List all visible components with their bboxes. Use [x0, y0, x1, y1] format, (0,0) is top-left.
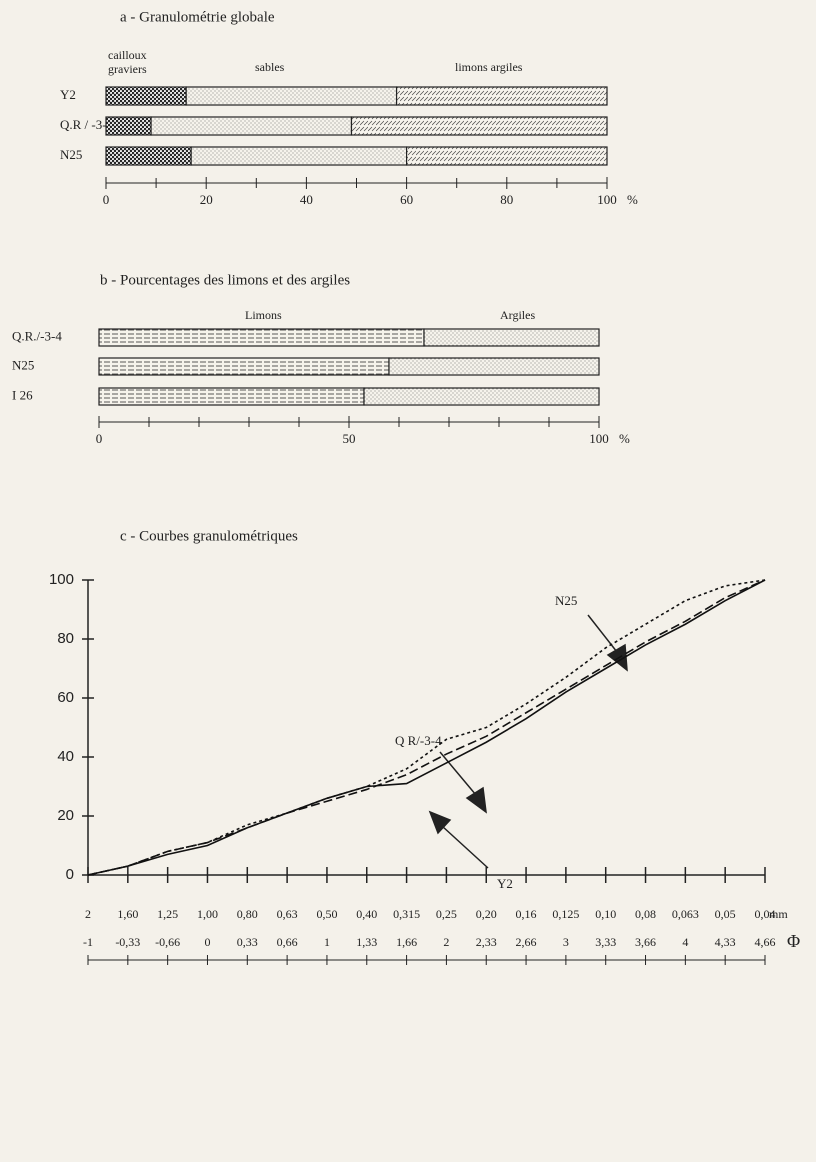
series-label: Q R/-3-4	[395, 733, 442, 748]
category-label: Q.R./-3-4	[12, 328, 62, 343]
x-unit: %	[627, 192, 638, 207]
y-tick-label: 100	[49, 571, 74, 588]
x-tick-label: 0,315	[393, 907, 420, 921]
y-tick-label: 0	[66, 866, 74, 883]
bar-segment	[423, 328, 600, 347]
x-tick-label: 0,50	[316, 907, 337, 921]
x-tick-label: 20	[200, 192, 213, 207]
x2-tick-label: 0,33	[237, 935, 258, 949]
legend-label: Limons	[245, 308, 282, 322]
x2-tick-label: 3	[563, 935, 569, 949]
bar-segment	[98, 357, 390, 376]
x-tick-label: 0	[96, 431, 103, 446]
y-tick-label: 40	[57, 748, 74, 765]
x2-tick-label: 3,33	[595, 935, 616, 949]
x2-tick-label: 1	[324, 935, 330, 949]
y-tick-label: 60	[57, 689, 74, 706]
bar-segment	[190, 146, 408, 166]
y-tick-label: 80	[57, 630, 74, 647]
bar-segment	[406, 146, 608, 166]
x-tick-label: 0,40	[356, 907, 377, 921]
x-tick-label: 0,10	[595, 907, 616, 921]
bar-segment	[350, 116, 608, 136]
x-tick-label: 0,125	[552, 907, 579, 921]
x-tick-label: 80	[500, 192, 513, 207]
bar-segment	[395, 86, 608, 106]
legend-label: limons argiles	[455, 60, 523, 74]
x2-tick-label: 2,33	[476, 935, 497, 949]
x-tick-label: 0,20	[476, 907, 497, 921]
chart-title: a - Granulométrie globale	[120, 9, 275, 25]
x-tick-label: 0,80	[237, 907, 258, 921]
chart-title: b - Pourcentages des limons et des argil…	[100, 272, 350, 288]
legend-label: Argiles	[500, 308, 536, 322]
x-tick-label: 100	[589, 431, 609, 446]
bar-segment	[105, 86, 187, 106]
bar-segment	[98, 328, 425, 347]
category-label: N25	[12, 357, 34, 372]
x2-tick-label: 2	[443, 935, 449, 949]
bar-segment	[185, 86, 398, 106]
x-tick-label: 0,16	[516, 907, 537, 921]
bar-segment	[150, 116, 353, 136]
bar-segment	[98, 387, 365, 406]
x-tick-label: 0,63	[277, 907, 298, 921]
y-tick-label: 20	[57, 807, 74, 824]
x-tick-label: 0	[103, 192, 110, 207]
x2-tick-label: 1,66	[396, 935, 417, 949]
category-label: N25	[60, 147, 82, 162]
x2-tick-label: 4,66	[755, 935, 776, 949]
bar-segment	[105, 146, 192, 166]
x-tick-label: 1,25	[157, 907, 178, 921]
series-line	[87, 579, 766, 876]
category-label: I 26	[12, 387, 33, 402]
x-tick-label: 0,04	[755, 907, 776, 921]
x2-tick-label: 1,33	[356, 935, 377, 949]
x-tick-label: 60	[400, 192, 413, 207]
x2-tick-label: -0,33	[115, 935, 140, 949]
x2-tick-label: -0,66	[155, 935, 180, 949]
x-tick-label: 1,00	[197, 907, 218, 921]
annotation-arrows	[428, 614, 628, 869]
x-tick-label: 0,25	[436, 907, 457, 921]
x-unit: %	[619, 431, 630, 446]
x2-tick-label: -1	[83, 935, 93, 949]
x-unit: mm	[769, 907, 788, 921]
category-label: Q.R / -3-4	[60, 117, 114, 132]
x2-tick-label: 4	[682, 935, 688, 949]
series-line	[87, 579, 766, 876]
x-tick-label: 40	[300, 192, 313, 207]
series-label: Y2	[497, 876, 513, 891]
series-label: N25	[555, 593, 577, 608]
x2-tick-label: 0,66	[277, 935, 298, 949]
x-tick-label: 0,08	[635, 907, 656, 921]
series-line	[87, 579, 766, 876]
legend-label: cailloux graviers	[108, 48, 147, 76]
x-tick-label: 50	[343, 431, 356, 446]
bar-segment	[363, 387, 600, 406]
x-tick-label: 100	[597, 192, 617, 207]
x2-tick-label: 0	[204, 935, 210, 949]
x2-tick-label: 2,66	[516, 935, 537, 949]
category-label: Y2	[60, 87, 76, 102]
bar-segment	[105, 116, 152, 136]
legend-label: sables	[255, 60, 285, 74]
x-tick-label: 2	[85, 907, 91, 921]
chart-title: c - Courbes granulométriques	[120, 528, 298, 544]
x2-tick-label: 4,33	[715, 935, 736, 949]
bar-segment	[388, 357, 600, 376]
x-tick-label: 0,05	[715, 907, 736, 921]
x-tick-label: 0,063	[672, 907, 699, 921]
x-tick-label: 1,60	[117, 907, 138, 921]
x2-tick-label: 3,66	[635, 935, 656, 949]
x2-unit: Φ	[787, 931, 800, 951]
